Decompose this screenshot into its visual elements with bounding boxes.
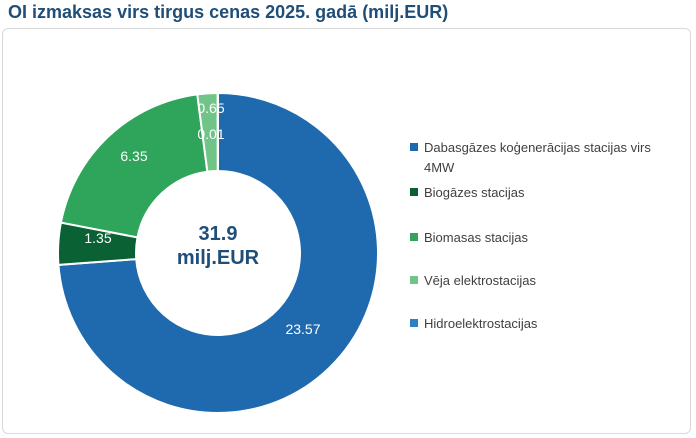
slice-data-label-3: 6.35 bbox=[120, 148, 147, 164]
center-total-value: 31.9 bbox=[199, 223, 238, 245]
donut-slice-1 bbox=[57, 91, 379, 414]
legend-swatch bbox=[410, 188, 418, 196]
legend-label: Hidroelektrostacijas bbox=[424, 316, 538, 331]
legend-swatch bbox=[410, 233, 418, 241]
chart-frame bbox=[2, 28, 691, 434]
slice-data-label-5: 0.01 bbox=[197, 126, 224, 142]
slice-data-label-2: 1.35 bbox=[84, 230, 111, 246]
slice-data-label-1: 23.57 bbox=[285, 321, 320, 337]
legend-item-5: Hidroelektrostacijas bbox=[410, 314, 680, 334]
slice-data-label-4: 0.65 bbox=[197, 100, 224, 116]
legend-label: Biogāzes stacijas bbox=[424, 185, 525, 200]
legend-label: Vēja elektrostacijas bbox=[424, 273, 536, 288]
donut-slice-3 bbox=[59, 93, 209, 239]
legend-item-2: Biogāzes stacijas bbox=[410, 183, 680, 203]
legend-label: Biomasas stacijas bbox=[424, 230, 529, 245]
legend-swatch bbox=[410, 319, 418, 327]
legend-swatch bbox=[410, 143, 418, 151]
legend-item-3: Biomasas stacijas bbox=[410, 228, 680, 248]
legend-item-1: Dabasgāzes koģenerācijas stacijas virs 4… bbox=[410, 138, 680, 178]
legend-item-4: Vēja elektrostacijas bbox=[410, 271, 680, 291]
chart-title: OI izmaksas virs tirgus cenas 2025. gadā… bbox=[8, 2, 449, 22]
legend-label: Dabasgāzes koģenerācijas stacijas virs 4… bbox=[424, 140, 651, 175]
center-total-unit: milj.EUR bbox=[177, 247, 260, 269]
legend-swatch bbox=[410, 276, 418, 284]
